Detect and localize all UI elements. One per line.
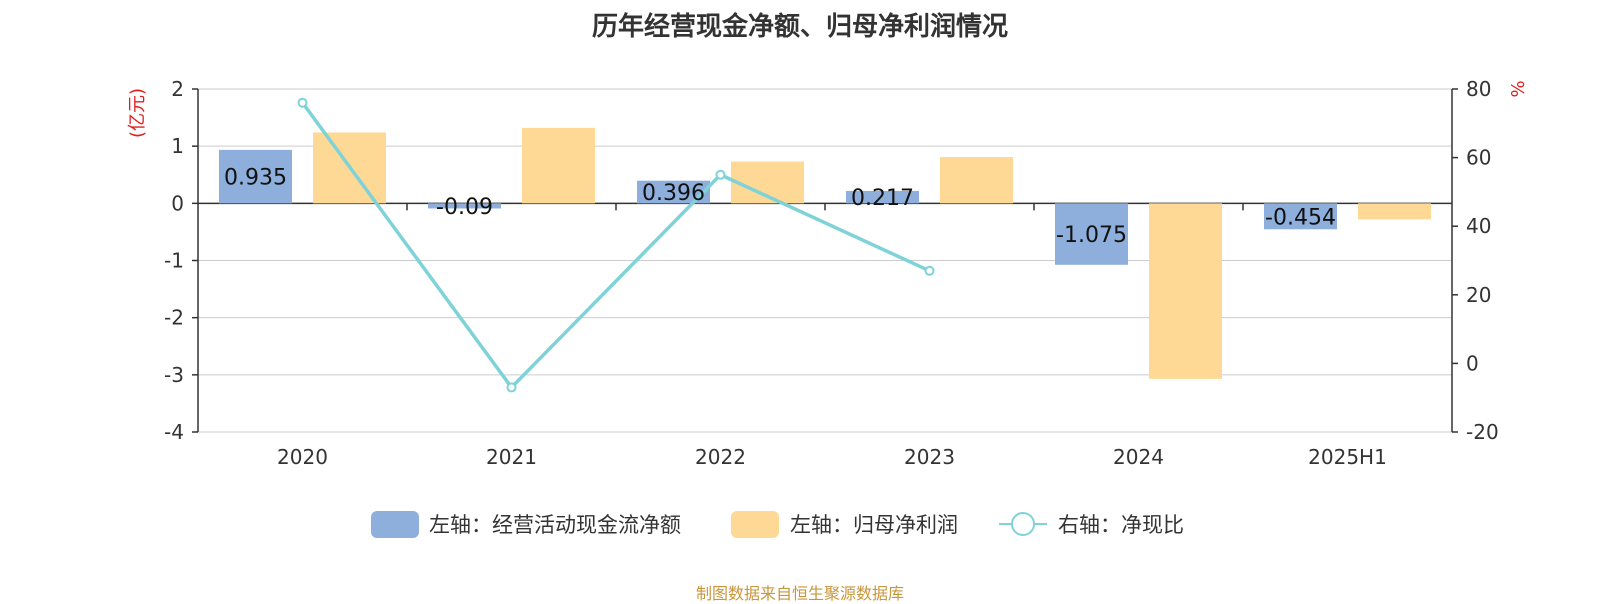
legend-item: 右轴：净现比 bbox=[999, 512, 1184, 537]
bar-series bbox=[219, 127, 1431, 379]
legend-label: 左轴：归母净利润 bbox=[790, 513, 958, 537]
right-tick-label: 20 bbox=[1466, 283, 1491, 307]
x-tick-label: 2023 bbox=[904, 445, 955, 469]
net-profit-bar bbox=[1149, 203, 1222, 379]
data-labels: 0.935 -0.09 0.396 0.217 -1.075 -0.454 bbox=[224, 166, 1336, 248]
left-tick-label: 0 bbox=[171, 191, 184, 215]
legend-label: 左轴：经营活动现金流净额 bbox=[429, 513, 681, 537]
left-axis-unit: (亿元) bbox=[127, 88, 148, 138]
cash-flow-label: -1.075 bbox=[1056, 223, 1127, 248]
cash-flow-bar bbox=[846, 190, 919, 204]
x-tick-label: 2021 bbox=[486, 445, 537, 469]
right-tick-label: -20 bbox=[1466, 420, 1499, 444]
x-tick-label: 2022 bbox=[695, 445, 746, 469]
x-tick-label: 2020 bbox=[277, 445, 328, 469]
chart-title: 历年经营现金净额、归母净利润情况 bbox=[591, 12, 1008, 42]
cash-flow-label: 0.217 bbox=[851, 186, 914, 211]
right-tick-label: 60 bbox=[1466, 146, 1491, 170]
cash-flow-bar bbox=[637, 180, 710, 204]
left-tick-label: -2 bbox=[164, 306, 184, 330]
ratio-point bbox=[924, 265, 935, 276]
net-profit-bar bbox=[522, 127, 595, 204]
ratio-point bbox=[506, 382, 517, 393]
right-tick-label: 0 bbox=[1466, 351, 1479, 375]
cash-flow-label: 0.935 bbox=[224, 166, 287, 191]
legend: 左轴：经营活动现金流净额 左轴：归母净利润 右轴：净现比 bbox=[371, 511, 1184, 538]
legend-swatch-profit bbox=[731, 511, 779, 538]
source-note: 制图数据来自恒生聚源数据库 bbox=[695, 584, 904, 603]
grid-lines bbox=[198, 88, 1452, 433]
legend-item: 左轴：归母净利润 bbox=[731, 511, 958, 538]
right-tick-label: 80 bbox=[1466, 77, 1491, 101]
ratio-line bbox=[301, 101, 931, 391]
left-tick-label: 1 bbox=[171, 134, 184, 158]
ratio-line-series bbox=[297, 97, 935, 393]
x-tick-label: 2024 bbox=[1113, 445, 1164, 469]
cash-flow-bar bbox=[1264, 203, 1337, 230]
legend-swatch-cash bbox=[371, 511, 419, 538]
net-profit-bar bbox=[940, 157, 1013, 204]
legend-swatch-ratio-marker bbox=[1011, 512, 1035, 536]
cash-flow-bar bbox=[219, 149, 292, 204]
x-tick-label: 2025H1 bbox=[1308, 445, 1387, 469]
axes: 2 1 0 -1 -2 -3 -4 80 60 40 20 0 -20 2020 2021 2022 2023 2… bbox=[164, 77, 1499, 469]
net-profit-bar bbox=[1358, 203, 1431, 220]
right-tick-label: 40 bbox=[1466, 214, 1491, 238]
right-axis-unit: % bbox=[1508, 80, 1529, 97]
left-tick-label: -1 bbox=[164, 249, 184, 273]
left-tick-label: -3 bbox=[164, 363, 184, 387]
legend-item: 左轴：经营活动现金流净额 bbox=[371, 511, 681, 538]
left-tick-label: -4 bbox=[164, 420, 184, 444]
cash-flow-label: -0.09 bbox=[436, 195, 493, 220]
legend-label: 右轴：净现比 bbox=[1058, 513, 1184, 537]
ratio-point bbox=[715, 169, 726, 180]
cash-flow-label: -0.454 bbox=[1265, 205, 1336, 230]
ratio-point bbox=[297, 97, 308, 108]
left-tick-label: 2 bbox=[171, 77, 184, 101]
cash-flow-bar bbox=[428, 203, 501, 209]
cash-flow-bar bbox=[1055, 203, 1128, 265]
cash-flow-label: 0.396 bbox=[642, 181, 705, 206]
